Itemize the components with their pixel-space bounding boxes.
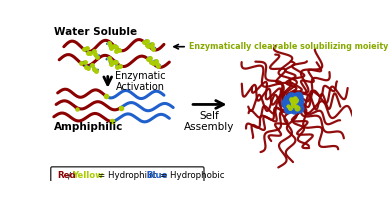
Text: Yellow: Yellow: [72, 170, 103, 179]
Text: /: /: [69, 170, 71, 179]
FancyBboxPatch shape: [51, 167, 204, 182]
Text: = Hydrophilic: = Hydrophilic: [98, 170, 157, 179]
Text: Self
Assembly: Self Assembly: [184, 110, 234, 132]
Text: Enzymatically cleavable solubilizing moieity: Enzymatically cleavable solubilizing moi…: [189, 41, 388, 50]
Text: Amphiphilic: Amphiphilic: [54, 122, 123, 132]
Text: Water Soluble: Water Soluble: [54, 27, 137, 37]
Text: Enzymatic
Activation: Enzymatic Activation: [115, 70, 166, 92]
Text: = Hydrophobic: = Hydrophobic: [160, 170, 225, 179]
Text: Red: Red: [57, 170, 76, 179]
Text: Blue: Blue: [146, 170, 168, 179]
